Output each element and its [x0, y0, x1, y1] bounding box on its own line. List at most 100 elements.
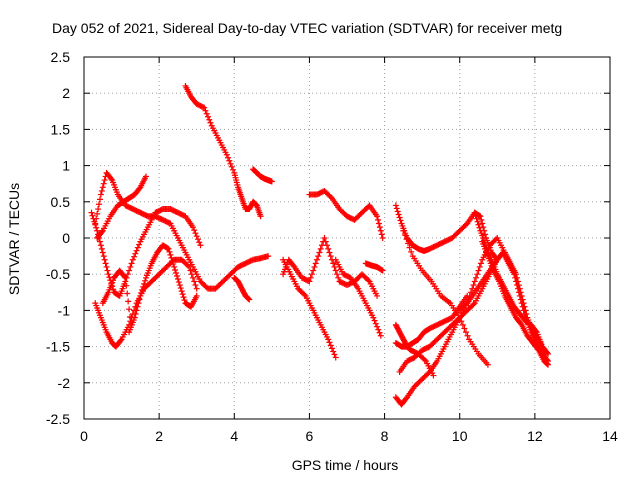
data-point — [471, 278, 478, 285]
y-tick-label: 0.5 — [51, 194, 71, 210]
data-point — [131, 253, 138, 260]
data-point — [136, 241, 143, 248]
data-point — [478, 216, 485, 223]
data-point — [371, 317, 378, 324]
data-point — [124, 271, 131, 278]
data-point — [179, 291, 186, 298]
data-point — [518, 292, 525, 299]
data-point — [193, 233, 200, 240]
data-point — [377, 227, 384, 234]
data-point — [332, 354, 339, 361]
data-point — [400, 227, 407, 234]
data-point — [174, 276, 181, 283]
data-point — [98, 228, 105, 235]
x-tick-label: 4 — [230, 428, 238, 444]
data-point — [166, 219, 173, 226]
data-point — [305, 277, 312, 284]
data-point — [327, 193, 334, 200]
data-point — [92, 221, 99, 228]
data-point — [166, 248, 173, 255]
series-track-20 — [400, 227, 491, 368]
data-point — [178, 288, 185, 295]
data-point — [117, 337, 124, 344]
data-point — [479, 220, 486, 227]
data-point — [459, 321, 466, 328]
data-point — [374, 292, 381, 299]
data-point — [181, 297, 188, 304]
data-point — [225, 154, 232, 161]
data-point — [192, 282, 199, 289]
data-point — [421, 356, 428, 363]
data-point — [306, 278, 313, 285]
data-point — [374, 216, 381, 223]
data-point — [476, 224, 483, 231]
data-point — [522, 307, 529, 314]
data-point — [128, 260, 135, 267]
y-tick-label: 2 — [62, 85, 70, 101]
data-point — [405, 240, 412, 247]
data-point — [458, 318, 465, 325]
data-point — [105, 271, 112, 278]
data-point — [180, 294, 187, 301]
data-point — [312, 260, 319, 267]
data-point — [472, 212, 479, 219]
data-point — [541, 347, 548, 354]
data-point — [230, 166, 237, 173]
series-track-3 — [182, 82, 264, 220]
data-point — [141, 280, 148, 287]
data-point — [317, 245, 324, 252]
data-point — [188, 271, 195, 278]
data-point — [326, 249, 333, 256]
plot-frame — [83, 56, 611, 420]
data-point — [106, 274, 113, 281]
data-point — [93, 224, 100, 231]
data-point — [193, 285, 200, 292]
series-track-1 — [92, 169, 272, 292]
x-tick-label: 8 — [381, 428, 389, 444]
data-point — [406, 244, 413, 251]
data-point — [307, 274, 314, 281]
data-point — [134, 244, 141, 251]
data-point — [301, 291, 308, 298]
data-point — [252, 201, 259, 208]
data-point — [184, 262, 191, 269]
data-point — [177, 285, 184, 292]
data-point — [140, 283, 147, 290]
data-point — [125, 298, 132, 305]
y-tick-label: -0.5 — [46, 266, 70, 282]
data-point — [164, 245, 171, 252]
data-point — [203, 110, 210, 117]
data-point — [96, 238, 103, 245]
data-point — [196, 239, 203, 246]
grid-layer — [84, 57, 610, 419]
data-point — [99, 184, 106, 191]
y-axis-label: SDTVAR / TECUs — [6, 183, 22, 295]
data-point — [193, 292, 200, 299]
data-point — [335, 274, 342, 281]
data-point — [311, 263, 318, 270]
data-point — [186, 263, 193, 270]
data-point — [197, 242, 204, 249]
data-point — [172, 266, 179, 273]
data-point — [189, 274, 196, 281]
data-point — [268, 178, 275, 185]
data-point — [331, 263, 338, 270]
data-point — [142, 173, 149, 180]
data-point — [207, 119, 214, 126]
data-point — [325, 336, 332, 343]
data-point — [408, 248, 415, 255]
series-track-10 — [306, 187, 386, 241]
data-point — [138, 289, 145, 296]
x-tick-label: 2 — [155, 428, 163, 444]
data-point — [462, 329, 469, 336]
x-tick-label: 14 — [602, 428, 618, 444]
series-track-13 — [362, 260, 386, 274]
data-point — [135, 300, 142, 307]
data-point — [204, 113, 211, 120]
data-point — [223, 151, 230, 158]
data-point — [376, 329, 383, 336]
data-point — [379, 235, 386, 241]
data-point — [131, 314, 138, 321]
data-point — [470, 301, 477, 308]
data-point — [331, 351, 338, 358]
